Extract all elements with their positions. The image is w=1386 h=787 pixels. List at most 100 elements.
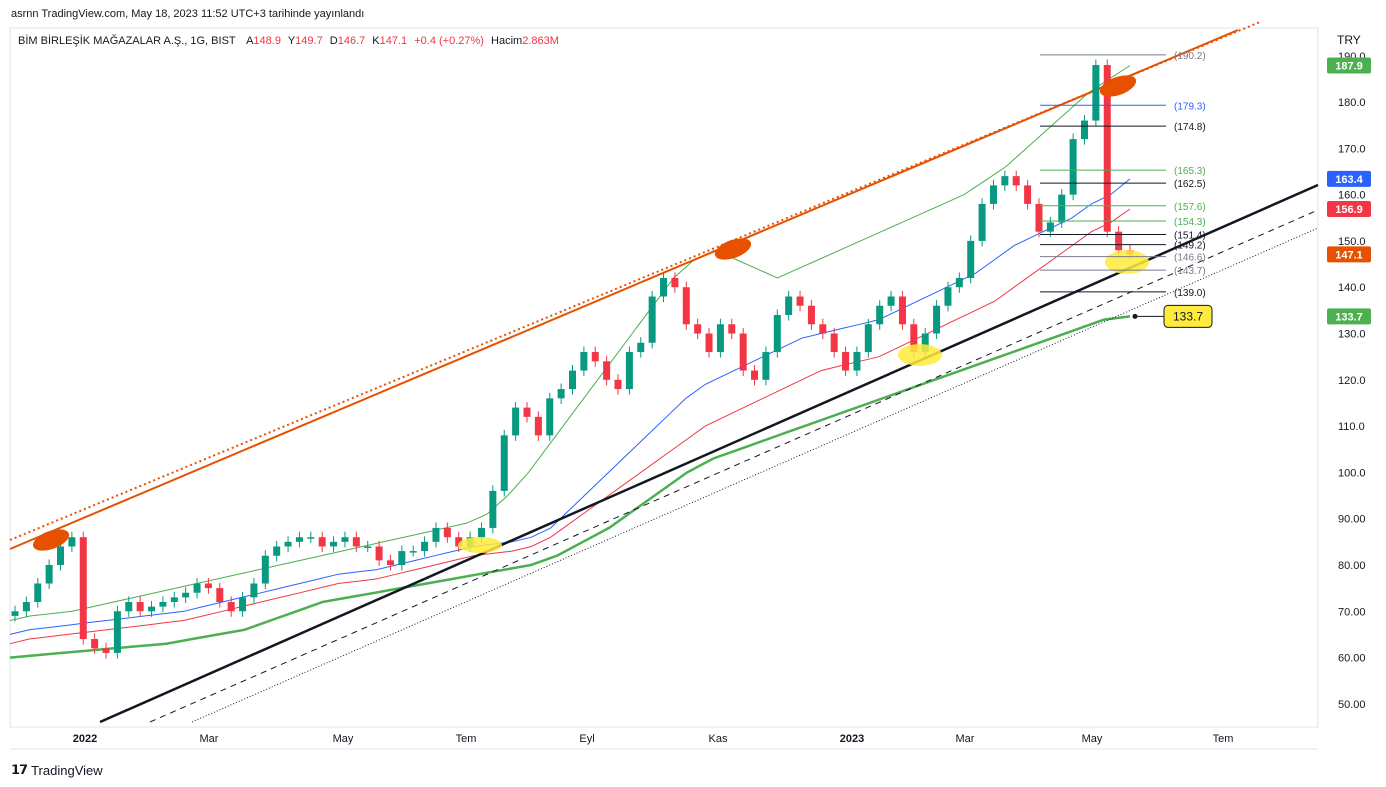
chart-border bbox=[9, 27, 1319, 750]
tradingview-logo-icon: 𝟭𝟳 bbox=[11, 762, 28, 777]
candle-body bbox=[330, 541, 338, 547]
y-tick-label: 170.0 bbox=[1338, 143, 1366, 155]
y-tick-label: 140.0 bbox=[1338, 282, 1366, 294]
footer-brand[interactable]: 𝟭𝟳 TradingView bbox=[11, 762, 103, 778]
candle-body bbox=[421, 541, 429, 552]
candle-body bbox=[1080, 120, 1088, 140]
candle-body bbox=[864, 324, 872, 353]
footer-brand-label: TradingView bbox=[31, 762, 103, 778]
ma-thick-green-line bbox=[9, 315, 1131, 659]
candle-body bbox=[352, 537, 360, 547]
volume-value: 2.863M bbox=[522, 35, 559, 47]
level-label: (139.0) bbox=[1174, 288, 1206, 299]
yellow-ellipse-mark bbox=[1105, 250, 1149, 274]
candle-body bbox=[1001, 176, 1009, 186]
candle-body bbox=[79, 537, 87, 640]
dashed-support-line bbox=[149, 209, 1319, 723]
ma-red-line bbox=[9, 208, 1131, 645]
candle-body bbox=[898, 296, 906, 325]
level-label: (151.4) bbox=[1174, 230, 1206, 241]
candle-body bbox=[148, 606, 156, 612]
candle-body bbox=[307, 537, 315, 539]
x-tick-label: Kas bbox=[709, 733, 728, 745]
y-tick-label: 100.0 bbox=[1338, 467, 1366, 479]
candle-body bbox=[989, 185, 997, 204]
price-tag-label: 163.4 bbox=[1335, 174, 1363, 186]
candle-body bbox=[512, 407, 520, 436]
candle-body bbox=[193, 583, 201, 593]
symbol-name[interactable]: BİM BİRLEŞİK MAĞAZALAR A.Ş., 1G, BIST bbox=[18, 35, 236, 47]
orange-ellipse-mark bbox=[32, 529, 70, 551]
candle-body bbox=[933, 305, 941, 334]
candle-body bbox=[705, 333, 713, 353]
x-tick-label: 2022 bbox=[73, 733, 97, 745]
level-label: (165.3) bbox=[1174, 166, 1206, 177]
yellow-ellipse-mark bbox=[898, 344, 942, 366]
main-support-line bbox=[99, 183, 1319, 724]
candle-body bbox=[216, 588, 224, 603]
low-value: 146.7 bbox=[337, 35, 366, 47]
currency-label[interactable]: TRY bbox=[1337, 33, 1361, 47]
open-value: 148.9 bbox=[253, 35, 281, 47]
x-tick-label: Tem bbox=[456, 733, 477, 745]
candle-body bbox=[671, 277, 679, 288]
high-value: 149.7 bbox=[295, 35, 323, 47]
candle-body bbox=[716, 324, 724, 353]
candle-body bbox=[728, 324, 736, 334]
candle-body bbox=[534, 416, 542, 436]
candle-body bbox=[955, 277, 963, 288]
y-tick-label: 50.00 bbox=[1338, 699, 1366, 711]
level-label: (157.6) bbox=[1174, 202, 1206, 213]
candle-body bbox=[68, 537, 76, 547]
candle-body bbox=[921, 333, 929, 353]
candle-body bbox=[91, 639, 99, 649]
candle-body bbox=[295, 537, 303, 542]
y-tick-label: 160.0 bbox=[1338, 190, 1366, 202]
candle-body bbox=[22, 602, 30, 612]
candle-body bbox=[182, 592, 190, 598]
level-label: (190.2) bbox=[1174, 51, 1206, 62]
candle-body bbox=[739, 333, 747, 371]
candle-body bbox=[34, 583, 42, 603]
candle-body bbox=[500, 435, 508, 491]
candle-body bbox=[842, 352, 850, 371]
candle-body bbox=[614, 379, 622, 390]
price-tag bbox=[1327, 57, 1371, 74]
price-tags: 187.9 163.4 156.9 147.1 133.7 133.7 bbox=[1132, 57, 1371, 328]
candle-body bbox=[1024, 185, 1032, 204]
y-tick-label: 180.0 bbox=[1338, 97, 1366, 109]
candle-body bbox=[1103, 65, 1111, 232]
candle-body bbox=[1035, 203, 1043, 232]
level-label: (174.8) bbox=[1174, 122, 1206, 133]
candle-body bbox=[443, 527, 451, 538]
close-value: 147.1 bbox=[379, 35, 408, 47]
dotted-support-line bbox=[191, 227, 1319, 723]
close-label: K bbox=[372, 35, 380, 47]
trend-lines bbox=[9, 21, 1319, 724]
candle-body bbox=[364, 546, 372, 548]
published-line: asrnn TradingView.com, May 18, 2023 11:5… bbox=[11, 8, 365, 20]
candle-body bbox=[546, 398, 554, 436]
price-tag-label: 133.7 bbox=[1335, 311, 1363, 323]
candle-body bbox=[45, 564, 53, 584]
candle-body bbox=[409, 551, 417, 553]
candle-body bbox=[876, 305, 884, 325]
low-label: D bbox=[329, 35, 338, 47]
ma-blue-line bbox=[9, 178, 1131, 635]
candle-body bbox=[170, 597, 178, 603]
y-tick-label: 80.00 bbox=[1338, 560, 1366, 572]
level-label: (162.5) bbox=[1174, 179, 1206, 190]
candle-body bbox=[910, 324, 918, 353]
candle-body bbox=[386, 560, 394, 565]
candle-body bbox=[591, 352, 599, 362]
candle-body bbox=[967, 240, 975, 278]
candle-body bbox=[273, 546, 281, 556]
candle-body bbox=[261, 555, 269, 584]
candle-body bbox=[1012, 176, 1020, 186]
candle-body bbox=[125, 602, 133, 612]
orange-ellipse-mark bbox=[1099, 75, 1137, 97]
callout-box bbox=[1163, 304, 1213, 328]
x-tick-label: Eyl bbox=[579, 733, 594, 745]
